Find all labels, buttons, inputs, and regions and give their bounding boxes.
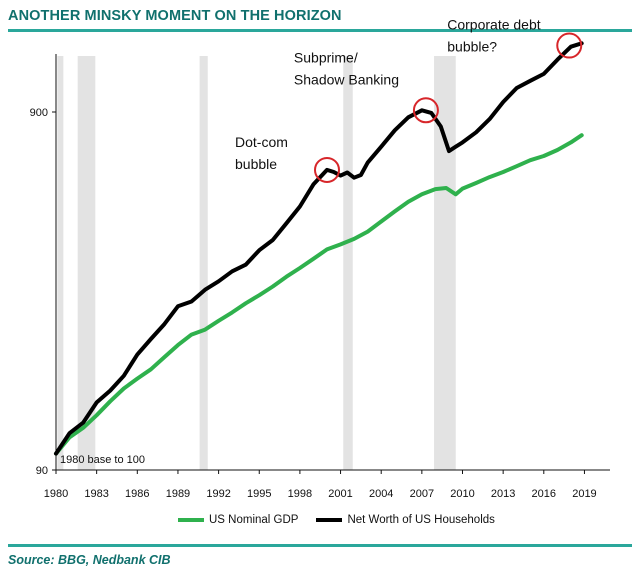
x-tick-label-9: 2007 xyxy=(410,488,434,500)
x-tick-label-1: 1983 xyxy=(84,488,108,500)
series-line-0 xyxy=(54,133,584,456)
x-tick-label-6: 1998 xyxy=(288,488,312,500)
bubble-circle-2 xyxy=(556,32,583,59)
legend-swatch-networth xyxy=(316,518,343,522)
x-tick-label-0: 1980 xyxy=(44,488,68,500)
recession-band-4 xyxy=(434,56,456,470)
recession-band-3 xyxy=(343,56,353,470)
annotation-1-line-1: Shadow Banking xyxy=(294,71,399,87)
series-lines xyxy=(54,41,584,456)
annotations: Dot-com bubble Subprime/Shadow Banking Corp… xyxy=(235,17,583,183)
annotation-1-line-0: Subprime/ xyxy=(294,49,358,65)
legend-label-gdp: US Nominal GDP xyxy=(209,514,299,526)
legend: US Nominal GDP Net Worth of US Household… xyxy=(178,514,507,526)
footer-rule xyxy=(8,544,632,547)
x-tick-label-7: 2001 xyxy=(328,488,352,500)
y-tick-label-0: 90 xyxy=(36,465,48,477)
legend-item-networth: Net Worth of US Households xyxy=(316,514,495,526)
recession-band-2 xyxy=(199,56,208,470)
bubble-circle-1 xyxy=(412,97,439,124)
title-rule xyxy=(8,29,632,32)
chart-title: ANOTHER MINSKY MOMENT ON THE HORIZON xyxy=(8,8,342,24)
x-tick-label-12: 2016 xyxy=(532,488,556,500)
x-tick-label-3: 1989 xyxy=(166,488,190,500)
recession-band-1 xyxy=(77,56,96,470)
source-note: Source: BBG, Nedbank CIB xyxy=(8,553,171,567)
legend-item-gdp: US Nominal GDP xyxy=(178,514,298,526)
annotation-2-line-1: bubble? xyxy=(447,39,497,55)
x-tick-label-10: 2010 xyxy=(450,488,474,500)
annotation-0-line-1: bubble xyxy=(235,156,277,172)
annotation-2-line-0: Corporate debt xyxy=(447,17,541,33)
x-tick-label-5: 1995 xyxy=(247,488,271,500)
chart-canvas: 90 900 1980 1983 1986 1989 1992 1995 1998 2001 200… xyxy=(30,17,610,500)
x-tick-label-2: 1986 xyxy=(125,488,149,500)
axes: 90 900 1980 1983 1986 1989 1992 1995 1998 2001 200… xyxy=(30,54,610,500)
x-tick-label-11: 2013 xyxy=(491,488,515,500)
legend-label-networth: Net Worth of US Households xyxy=(347,514,495,526)
y-tick-label-1: 900 xyxy=(30,107,48,119)
base-note: 1980 base to 100 xyxy=(60,454,145,466)
x-tick-label-4: 1992 xyxy=(206,488,230,500)
x-tick-label-8: 2004 xyxy=(369,488,393,500)
series-line-1 xyxy=(54,41,584,456)
x-tick-label-13: 2019 xyxy=(572,488,596,500)
recession-bands xyxy=(57,56,456,470)
recession-band-0 xyxy=(57,56,64,470)
bubble-circle-0 xyxy=(314,156,340,183)
legend-swatch-gdp xyxy=(178,518,204,522)
annotation-0-line-0: Dot-com xyxy=(235,134,288,150)
